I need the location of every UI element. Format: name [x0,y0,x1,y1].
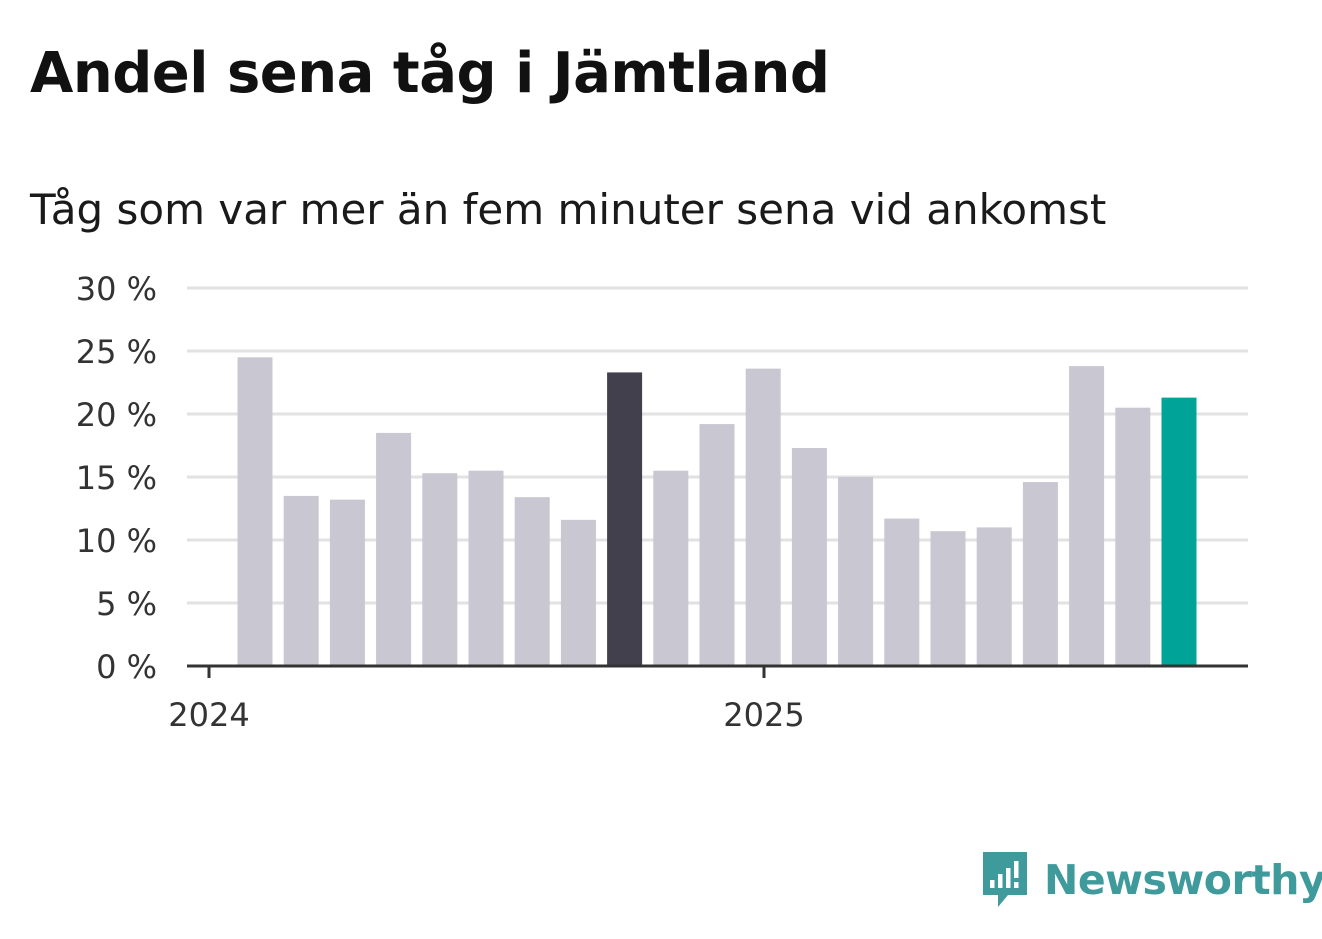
bar [745,368,781,666]
chart-title: Andel sena tåg i Jämtland [30,41,830,106]
bar [1022,482,1058,666]
y-tick-label: 5 % [96,585,157,623]
y-axis-labels: 0 % 5 % 10 % 15 % 20 % 25 % 30 % [76,270,157,686]
bar [653,470,689,666]
bar [1115,407,1151,666]
bar [560,519,596,666]
bar [514,497,550,666]
x-tick-label: 2024 [168,696,249,734]
bar [468,470,504,666]
y-tick-label: 30 % [76,270,157,308]
y-tick-label: 10 % [76,522,157,560]
bar [422,473,458,666]
y-tick-label: 20 % [76,396,157,434]
bar [283,495,319,666]
y-tick-label: 25 % [76,333,157,371]
bar [1069,366,1105,666]
bars [237,357,1197,666]
y-tick-label: 15 % [76,459,157,497]
bar [791,448,827,666]
bar-latest [1161,397,1197,666]
bar [699,424,735,666]
bar [884,518,920,666]
bar [976,527,1012,666]
bar-highlighted [607,372,643,666]
bar [329,499,365,666]
bar [376,432,412,666]
bar [838,477,874,666]
bar [930,531,966,666]
x-axis: 2024 2025 [168,664,1248,734]
newsworthy-logo: Newsworthy [980,848,1322,912]
bar [237,357,273,666]
chart-subtitle: Tåg som var mer än fem minuter sena vid … [30,185,1107,234]
newsworthy-logo-icon [983,852,1027,907]
newsworthy-logo-text: Newsworthy [1044,856,1322,904]
x-tick-label: 2025 [723,696,804,734]
y-tick-label: 0 % [96,648,157,686]
